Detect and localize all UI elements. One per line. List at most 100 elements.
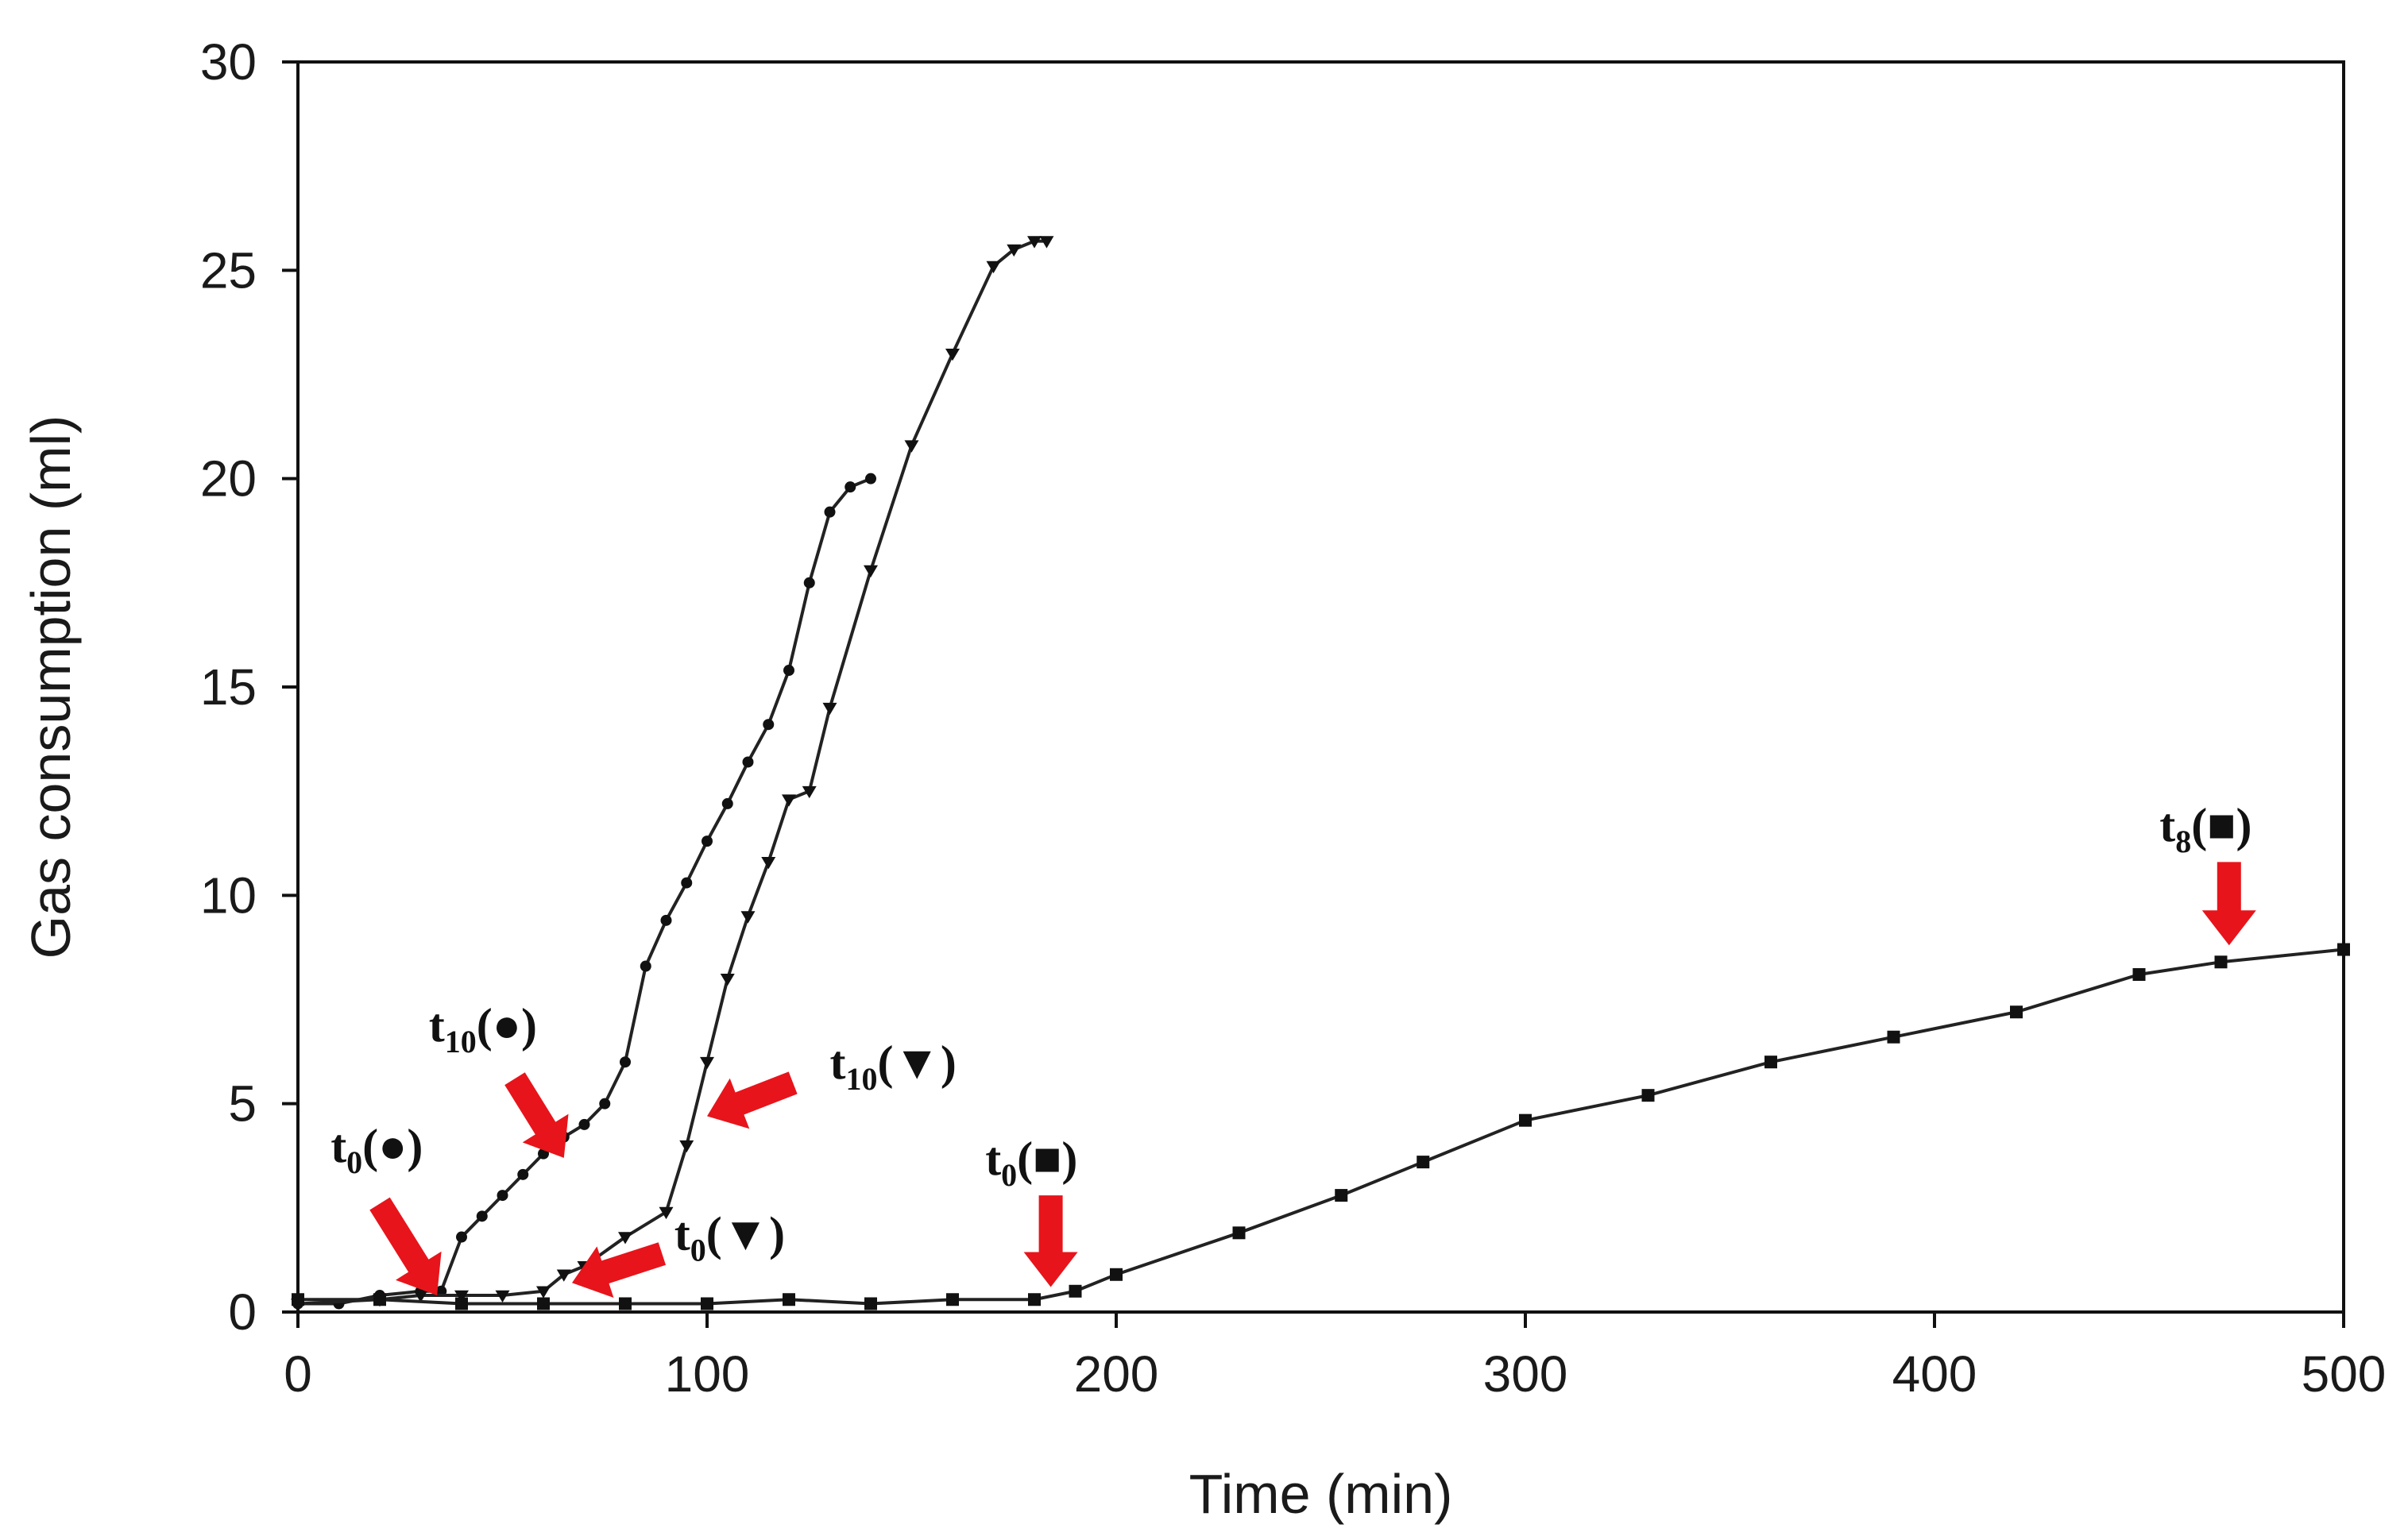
annotation-subscript: 0 (346, 1144, 362, 1180)
data-point-square (2010, 1005, 2023, 1019)
data-point-square (1335, 1189, 1348, 1202)
data-series (291, 236, 2350, 1311)
data-point-square (373, 1293, 386, 1306)
annotation-base: t (830, 1036, 846, 1089)
annotation-label: t0(▼) (674, 1207, 785, 1268)
y-tick-label: 20 (200, 450, 257, 507)
data-point-triangle (904, 440, 919, 453)
data-point-triangle (740, 911, 756, 924)
data-point-square (1764, 1056, 1777, 1069)
data-point-square (1069, 1284, 1082, 1298)
annotation-symbol: (■) (2191, 799, 2251, 851)
data-point-triangle (659, 1206, 674, 1220)
data-point-circle (599, 1098, 611, 1110)
annotation-symbol: (▼) (877, 1036, 956, 1089)
data-point-triangle (822, 702, 837, 716)
data-point-triangle (618, 1232, 632, 1245)
data-point-circle (865, 473, 876, 484)
y-tick-label: 5 (228, 1075, 257, 1133)
data-point-square (1110, 1268, 1123, 1281)
annotation-t0: t0(▼) (572, 1207, 785, 1298)
data-point-circle (742, 756, 754, 768)
x-tick-label: 300 (1483, 1345, 1568, 1403)
data-point-square (2337, 943, 2350, 956)
data-point-triangle (864, 565, 878, 578)
annotations: t0(●)t10(●)t10(▼)t0(▼)t0(■)t8(■) (330, 799, 2256, 1298)
data-point-circle (578, 1118, 590, 1130)
red-arrow-icon (2201, 862, 2256, 946)
data-point-triangle (679, 1140, 694, 1153)
annotation-base: t (2159, 799, 2175, 851)
data-point-circle (497, 1190, 508, 1202)
data-point-triangle (720, 973, 735, 986)
data-point-square (1232, 1226, 1246, 1240)
data-point-square (701, 1297, 713, 1310)
data-point-circle (660, 914, 672, 926)
annotation-base: t (674, 1207, 690, 1260)
data-point-triangle (782, 794, 796, 807)
y-axis-title: Gas consumption (ml) (20, 415, 82, 959)
data-point-triangle (1039, 236, 1054, 249)
annotation-t0: t0(●) (330, 1120, 442, 1295)
annotation-symbol: (▼) (706, 1207, 785, 1260)
data-point-square (619, 1297, 632, 1310)
annotation-label: t10(●) (429, 999, 537, 1059)
series-triangle (291, 236, 1054, 1311)
annotation-subscript: 0 (1001, 1157, 1017, 1193)
annotation-base: t (429, 999, 445, 1052)
data-point-square (1028, 1293, 1041, 1306)
data-point-square (946, 1293, 959, 1306)
annotation-t10: t10(▼) (707, 1036, 957, 1129)
x-tick-label: 200 (1074, 1345, 1159, 1403)
data-point-triangle (556, 1269, 571, 1282)
data-point-circle (456, 1231, 467, 1243)
series-circle (292, 473, 876, 1310)
plot-frame (296, 60, 2345, 1314)
data-point-triangle (986, 261, 1001, 274)
annotation-label: t8(■) (2159, 799, 2251, 859)
data-point-circle (640, 960, 651, 972)
x-tick-label: 0 (284, 1345, 312, 1403)
annotation-base: t (985, 1133, 1001, 1185)
annotation-symbol: (●) (362, 1120, 423, 1172)
data-point-triangle (802, 785, 817, 799)
series-line-circle (298, 477, 872, 1306)
data-point-circle (702, 836, 713, 847)
data-point-triangle (413, 1290, 428, 1303)
red-arrow-icon (504, 1072, 569, 1158)
annotation-symbol: (■) (1017, 1133, 1077, 1185)
data-point-circle (803, 577, 815, 589)
data-point-circle (763, 719, 775, 731)
y-tick-label: 15 (200, 658, 257, 716)
red-arrow-icon (1023, 1195, 1078, 1287)
data-point-triangle (1007, 244, 1022, 257)
data-point-circle (824, 506, 836, 518)
data-point-triangle (495, 1290, 510, 1303)
y-tick-label: 25 (200, 241, 257, 299)
red-arrow-icon (707, 1071, 798, 1129)
data-point-square (537, 1297, 550, 1310)
data-point-triangle (761, 857, 776, 870)
data-point-circle (845, 481, 856, 493)
x-tick-label: 400 (1892, 1345, 1977, 1403)
data-point-circle (783, 665, 794, 677)
data-point-square (292, 1293, 304, 1306)
red-arrow-icon (369, 1197, 442, 1295)
annotation-subscript: 0 (690, 1232, 706, 1268)
plot-axes (296, 60, 2345, 1314)
data-point-square (1887, 1030, 1900, 1044)
data-point-triangle (1027, 236, 1042, 249)
y-tick-label: 0 (228, 1283, 257, 1341)
data-point-triangle (454, 1290, 469, 1303)
annotation-base: t (330, 1120, 346, 1172)
data-point-circle (517, 1168, 529, 1180)
red-arrow-icon (572, 1242, 666, 1298)
annotation-label: t10(▼) (830, 1036, 957, 1097)
annotation-symbol: (●) (477, 999, 537, 1052)
data-point-square (1519, 1113, 1532, 1127)
annotation-t10: t10(●) (429, 999, 569, 1158)
y-tick-label: 10 (200, 866, 257, 924)
data-point-square (1641, 1089, 1655, 1102)
